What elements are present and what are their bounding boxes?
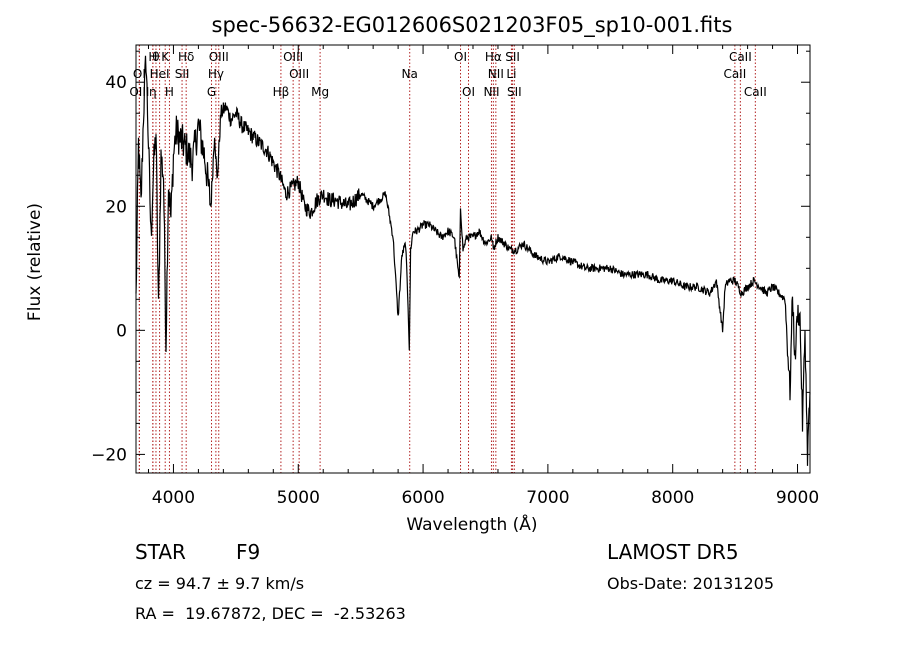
line-markers xyxy=(138,45,756,473)
line-label-23: Hβ xyxy=(273,85,290,99)
line-label-15: Na xyxy=(402,67,418,81)
chart-title: spec-56632-EG012606S021203F05_sp10-001.f… xyxy=(212,13,733,38)
x-tick-label-0: 4000 xyxy=(152,488,195,508)
survey-name: LAMOST DR5 xyxy=(607,540,739,564)
object-subclass: F9 xyxy=(236,540,261,564)
line-label-11: HeI xyxy=(150,67,170,81)
line-label-28: CaII xyxy=(744,85,767,99)
line-label-25: OI xyxy=(462,85,475,99)
line-label-3: Hδ xyxy=(178,50,194,64)
line-label-16: NII xyxy=(488,67,504,81)
x-tick-label-1: 5000 xyxy=(277,488,320,508)
line-label-1: θ xyxy=(152,50,159,64)
y-axis-label: Flux (relative) xyxy=(25,203,45,321)
line-label-2: K xyxy=(161,50,170,64)
line-label-8: SII xyxy=(505,50,520,64)
line-label-5: OIII xyxy=(283,50,303,64)
line-label-14: OIII xyxy=(289,67,309,81)
y-tick-label-2: 20 xyxy=(105,197,127,217)
line-label-10: OI xyxy=(133,67,146,81)
x-axis-label: Wavelength (Å) xyxy=(406,513,537,535)
y-tick-label-3: 40 xyxy=(105,73,127,93)
x-tick-label-3: 7000 xyxy=(526,488,569,508)
spectrum-line xyxy=(135,55,811,466)
line-label-0: H xyxy=(148,50,157,64)
line-label-20: η xyxy=(149,85,157,99)
x-tick-label-2: 6000 xyxy=(401,488,444,508)
line-label-26: NII xyxy=(483,85,499,99)
line-label-21: H xyxy=(165,85,174,99)
y-tick-label-1: 0 xyxy=(116,321,127,341)
y-tick-label-0: −20 xyxy=(91,445,127,465)
line-label-4: OIII xyxy=(209,50,229,64)
ra-dec-coordinates: RA = 19.67872, DEC = -2.53263 xyxy=(135,604,406,623)
line-label-12: SII xyxy=(175,67,190,81)
line-label-18: CaII xyxy=(723,67,746,81)
line-label-13: Hγ xyxy=(208,67,224,81)
x-tick-label-4: 8000 xyxy=(651,488,694,508)
line-label-24: Mg xyxy=(311,85,329,99)
line-label-17: Li xyxy=(506,67,516,81)
line-label-27: SII xyxy=(507,85,522,99)
redshift-velocity: cz = 94.7 ± 9.7 km/s xyxy=(135,574,305,593)
observation-date: Obs-Date: 20131205 xyxy=(607,574,775,593)
y-axis: −20 0 20 40 xyxy=(91,50,810,465)
line-label-7: Hα xyxy=(485,50,502,64)
x-axis: 4000 5000 6000 7000 8000 9000 xyxy=(147,45,819,508)
line-label-22: G xyxy=(207,85,216,99)
line-label-9: CaII xyxy=(729,50,752,64)
line-label-6: OI xyxy=(454,50,467,64)
line-label-19: OIII xyxy=(129,85,149,99)
object-class: STAR xyxy=(135,540,186,564)
x-tick-label-5: 9000 xyxy=(776,488,819,508)
